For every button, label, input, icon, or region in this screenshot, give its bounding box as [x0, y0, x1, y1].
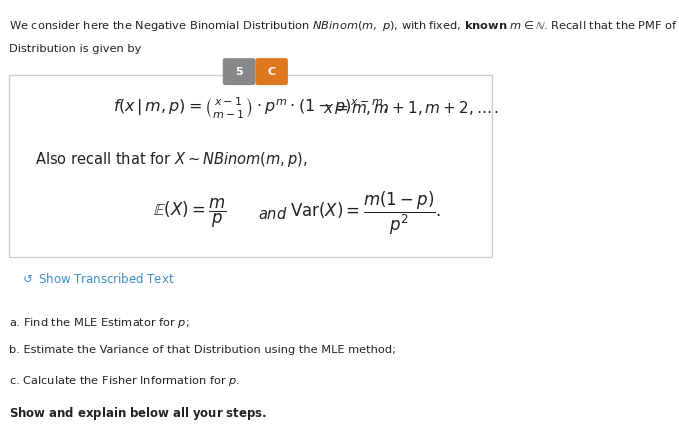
FancyBboxPatch shape: [223, 58, 255, 85]
Text: c. Calculate the Fisher Information for $\mathit{p}$.: c. Calculate the Fisher Information for …: [9, 374, 240, 388]
Text: Distribution is given by: Distribution is given by: [9, 45, 141, 54]
Text: $\circlearrowleft$ Show Transcribed Text: $\circlearrowleft$ Show Transcribed Text: [20, 272, 175, 286]
Text: Also recall that for $X \sim \mathit{NBinom}(m, p)$,: Also recall that for $X \sim \mathit{NBi…: [35, 151, 308, 169]
Text: $\mathrm{Var}(X) = \dfrac{m(1-p)}{p^2}.$: $\mathrm{Var}(X) = \dfrac{m(1-p)}{p^2}.$: [290, 190, 441, 237]
Text: a. Find the MLE Estimator for $\mathit{p}$;: a. Find the MLE Estimator for $\mathit{p…: [9, 315, 189, 329]
FancyBboxPatch shape: [9, 75, 492, 257]
Text: $\mathbb{E}(X) = \dfrac{m}{p}$: $\mathbb{E}(X) = \dfrac{m}{p}$: [153, 197, 227, 230]
FancyBboxPatch shape: [255, 58, 288, 85]
Text: We consider here the Negative Binomial Distribution $\mathit{NBinom(m,\ p)}$, wi: We consider here the Negative Binomial D…: [9, 19, 679, 33]
Text: 5: 5: [235, 67, 243, 77]
Text: C: C: [268, 67, 276, 77]
Text: $f(x\,|\,m, p) = \binom{x-1}{m-1} \cdot p^{m} \cdot (1-p)^{x-m},$: $f(x\,|\,m, p) = \binom{x-1}{m-1} \cdot …: [113, 95, 388, 120]
Text: $and$: $and$: [258, 206, 288, 222]
Text: b. Estimate the Variance of that Distribution using the MLE method;: b. Estimate the Variance of that Distrib…: [9, 345, 396, 354]
Text: $\mathbf{Show\ and\ explain\ below\ all\ your\ steps.}$: $\mathbf{Show\ and\ explain\ below\ all\…: [9, 405, 268, 422]
Text: $x = m, m+1, m+2, \ldots\,.$: $x = m, m+1, m+2, \ldots\,.$: [323, 99, 498, 117]
